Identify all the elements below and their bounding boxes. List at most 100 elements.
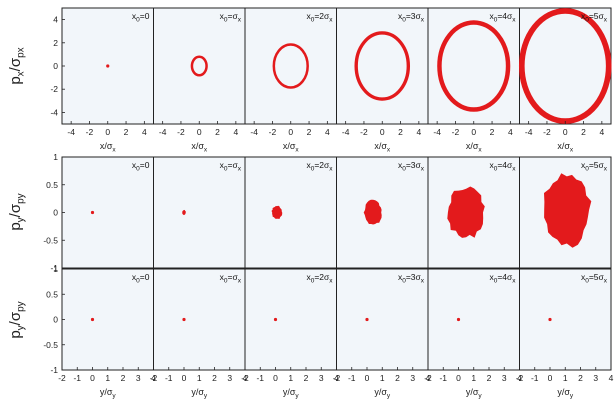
x-tick-label: -4 [433, 127, 441, 137]
x-tick-label: -2 [150, 373, 158, 383]
panel-py-vs-y-middle-1: x0=σx [153, 156, 246, 269]
panel-background [428, 8, 520, 124]
panel-annotation: x0=σx [220, 272, 242, 284]
x-tick-label: 4 [517, 373, 522, 383]
data-point [90, 210, 95, 215]
panel-py-vs-y-middle-4: x0=4σx [427, 156, 520, 269]
panel-annotation: x0=2σx [306, 272, 333, 284]
panel-background [62, 157, 154, 268]
panel-background [153, 269, 245, 370]
panel-annotation: x0=0 [132, 11, 150, 23]
x-tick-label: -1 [439, 373, 447, 383]
x-tick-label: 3 [502, 373, 507, 383]
x-tick-label: -1 [165, 373, 173, 383]
x-tick-label: 2 [124, 127, 129, 137]
x-tick-label: 0 [365, 373, 370, 383]
x-axis-label: y/σy [283, 387, 300, 399]
x-tick-label: -2 [424, 373, 432, 383]
x-tick-label: 4 [599, 127, 604, 137]
panel-px-vs-x-2: x0=2σx -4 -2 0 2 4 x/σx [244, 7, 337, 153]
x-axis-label: x/σx [191, 141, 208, 153]
x-tick-label: 1 [563, 373, 568, 383]
panel-background [519, 269, 611, 370]
x-tick-label: 1 [288, 373, 293, 383]
panel-annotation: x0=σx [220, 160, 242, 172]
x-tick-label: -2 [269, 127, 277, 137]
x-tick-label: -2 [333, 373, 341, 383]
panel-annotation: x0=3σx [398, 160, 425, 172]
x-tick-label: 3 [319, 373, 324, 383]
panel-py-vs-y-middle-5: x0=5σx [519, 156, 612, 269]
x-axis-label: x/σx [100, 141, 117, 153]
panel-annotation: x0=4σx [489, 160, 516, 172]
phase-space-ring [354, 31, 411, 101]
y-tick-label: -0.5 [43, 235, 58, 245]
x-axis-label: y/σy [191, 387, 208, 399]
data-point [182, 317, 186, 322]
panel-background [245, 157, 337, 268]
x-tick-label: -4 [159, 127, 167, 137]
x-axis-label: y/σy [466, 387, 483, 399]
panel-frame [519, 156, 612, 269]
x-tick-label: 2 [398, 127, 403, 137]
x-tick-label: 4 [609, 373, 614, 383]
y-tick-label: 2 [53, 38, 58, 48]
phase-space-blob [447, 186, 485, 238]
panel-py-vs-y-bottom-0: x0=0 -2 -1 0 1 2 3 4 y/σy [58, 268, 156, 399]
data-point [456, 317, 461, 322]
chart-row-py-vs-y-middle: x0=0 x0=σx x0=2σx x0=3σx x0=4σx x0=5σx 1 0.5 0 -0… [7, 152, 612, 273]
panel-annotation: x0=4σx [489, 11, 516, 23]
y-tick-label: 0 [53, 61, 58, 71]
x-tick-label: 0 [288, 127, 293, 137]
x-tick-label: -2 [58, 373, 66, 383]
x-tick-label: -2 [360, 127, 368, 137]
x-tick-label: 2 [490, 127, 495, 137]
x-tick-label: -4 [525, 127, 533, 137]
panel-annotation: x0=5σx [581, 11, 608, 23]
y-tick-label: 1 [53, 264, 58, 274]
x-tick-label: 0 [548, 373, 553, 383]
panel-annotation: x0=0 [132, 272, 150, 284]
x-tick-label: 2 [121, 373, 126, 383]
x-tick-label: 0 [471, 127, 476, 137]
panel-py-vs-y-bottom-1: x0=σx -2 -1 0 1 2 3 4 y/σy [150, 268, 248, 399]
phase-space-ring [437, 20, 511, 112]
data-point [90, 317, 95, 322]
x-tick-label: -2 [177, 127, 185, 137]
y-tick-label: -4 [50, 107, 58, 117]
x-tick-label: 4 [151, 373, 156, 383]
panel-annotation: x0=2σx [306, 11, 333, 23]
x-tick-label: -2 [452, 127, 460, 137]
panel-px-vs-x-5: x0=5σx -4 -2 0 2 4 x/σx [518, 7, 612, 153]
y-tick-label: -0.5 [43, 340, 58, 350]
panel-py-vs-y-bottom-3: x0=3σx -2 -1 0 1 2 3 4 y/σy [333, 268, 431, 399]
x-tick-label: 1 [197, 373, 202, 383]
panel-background [153, 157, 245, 268]
y-axis-label: px/σpx [7, 47, 27, 84]
y-tick-label: 0.5 [46, 180, 58, 190]
y-tick-label: 0 [53, 315, 58, 325]
x-tick-label: 4 [508, 127, 513, 137]
x-tick-label: 0 [182, 373, 187, 383]
x-tick-label: -2 [516, 373, 524, 383]
phase-space-blob [544, 173, 592, 248]
y-tick-label: 0.5 [46, 289, 58, 299]
x-tick-label: -4 [342, 127, 350, 137]
x-tick-label: 2 [215, 127, 220, 137]
panel-annotation: x0=4σx [489, 272, 516, 284]
x-tick-label: 4 [334, 373, 339, 383]
x-tick-label: -2 [543, 127, 551, 137]
x-tick-label: 4 [325, 127, 330, 137]
panel-annotation: x0=2σx [306, 160, 333, 172]
y-tick-label: 4 [53, 15, 58, 25]
x-tick-label: -4 [67, 127, 75, 137]
x-tick-label: 0 [563, 127, 568, 137]
x-axis-label: x/σx [557, 141, 574, 153]
data-point [548, 317, 552, 322]
panel-py-vs-y-bottom-4: x0=4σx-2 -1 0 1 2 3 4y/σy [424, 268, 522, 399]
phase-space-ring [190, 55, 208, 77]
x-axis-label: y/σy [557, 387, 574, 399]
panel-px-vs-x-3: x0=3σx -4 -2 0 2 4 x/σx [336, 7, 429, 153]
x-tick-label: 2 [487, 373, 492, 383]
x-tick-label: 0 [273, 373, 278, 383]
